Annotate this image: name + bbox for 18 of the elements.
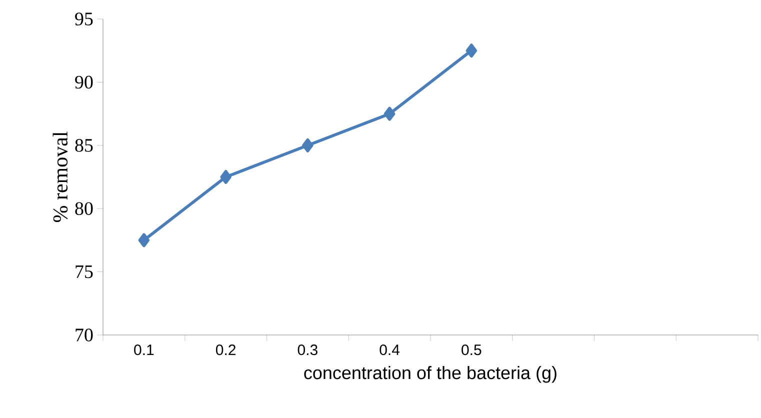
y-tick-label: 90 <box>75 76 93 89</box>
point <box>384 106 396 121</box>
y-tick-label: 70 <box>76 328 93 342</box>
point <box>138 233 150 248</box>
point <box>302 138 314 152</box>
x-tick-label: 0.5 <box>462 344 482 356</box>
y-axis-title: % removal <box>52 132 68 222</box>
x-tick-label: 0.4 <box>380 344 400 356</box>
x-tick-label: 0.3 <box>298 344 318 356</box>
point <box>220 170 232 184</box>
point <box>466 44 478 58</box>
y-tick-label: 95 <box>75 12 93 26</box>
y-tick-label: 80 <box>75 202 93 216</box>
y-tick-label: 75 <box>76 265 93 278</box>
x-tick-label: 0.2 <box>216 344 236 356</box>
y-tick-label: 85 <box>75 138 93 152</box>
x-axis-title: concentration of the bacteria (g) <box>304 366 556 383</box>
x-tick-label: 0.1 <box>134 344 154 356</box>
